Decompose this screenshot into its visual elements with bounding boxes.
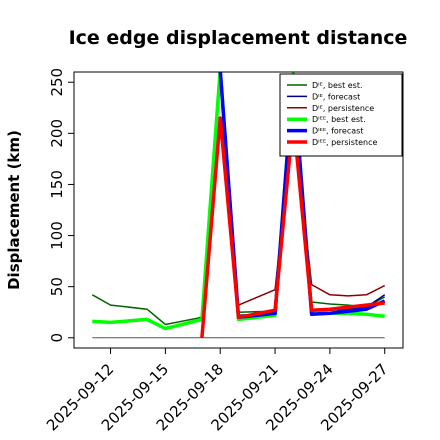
series-lines xyxy=(91,72,386,338)
y-tick-label: 50 xyxy=(48,277,66,296)
legend-label-2: Dᴵᴱ, forecast xyxy=(312,92,360,101)
y-tick-label: 0 xyxy=(48,333,66,343)
legend-label-6: Dᴵᴱᴱ, persistence xyxy=(312,138,377,147)
series-line-1 xyxy=(91,72,386,326)
y-tick-label: 100 xyxy=(48,221,66,250)
legend-label-5: Dᴵᴱᴱ, forecast xyxy=(312,127,363,136)
y-tick-label: 250 xyxy=(48,68,66,97)
y-tick-label: 200 xyxy=(48,119,66,148)
legend: Dᴵᴱ, best est. Dᴵᴱ, forecast Dᴵᴱ, persiste… xyxy=(279,73,403,157)
y-axis-label: Displacement (km) xyxy=(5,130,23,290)
plot-area xyxy=(91,72,386,339)
legend-label-4: Dᴵᴱᴱ, best est. xyxy=(312,115,366,124)
legend-label-1: Dᴵᴱ, best est. xyxy=(312,81,363,90)
plot-frame xyxy=(73,71,404,349)
legend-label-3: Dᴵᴱ, persistence xyxy=(312,104,374,113)
series-line-6 xyxy=(200,116,385,338)
y-tick-label: 150 xyxy=(48,170,66,199)
chart-title: Ice edge displacement distance xyxy=(69,27,408,49)
